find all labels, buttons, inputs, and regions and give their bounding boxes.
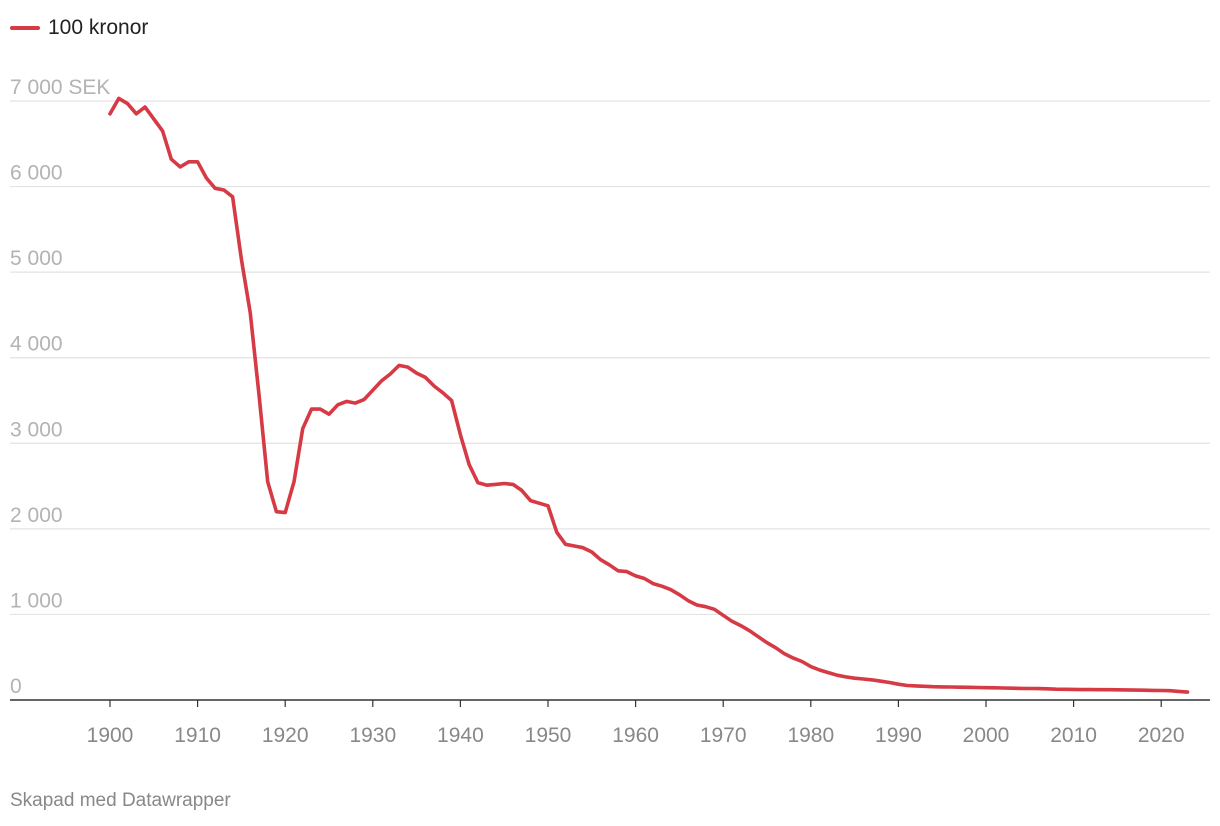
legend-label: 100 kronor: [48, 16, 149, 39]
series-line: [108, 96, 1190, 694]
y-tick-label: 6 000: [10, 162, 63, 185]
x-tick-label: 1990: [875, 724, 922, 747]
legend-swatch: [10, 26, 40, 30]
x-tick-label: 1970: [700, 724, 747, 747]
y-tick-label: 4 000: [10, 333, 63, 356]
x-tick-label: 2000: [963, 724, 1010, 747]
y-tick-label: 2 000: [10, 504, 63, 527]
x-tick-label: 1940: [437, 724, 484, 747]
y-tick-label: 0: [10, 675, 22, 698]
y-tick-label: 1 000: [10, 589, 63, 612]
grid-lines: [10, 100, 1210, 616]
y-axis-ticks: 0 1 000 2 000 3 000 4 000 5 000 6 000 7 000 SEK: [10, 76, 110, 698]
x-tick-label: 2020: [1138, 724, 1185, 747]
y-tick-label: 3 000: [10, 418, 63, 441]
line-chart: 0 1 000 2 000 3 000 4 000 5 000 6 000 7 000 SEK…: [10, 76, 1210, 747]
x-tick-label: 1950: [525, 724, 572, 747]
series-group: [108, 96, 1190, 694]
x-tick-label: 1980: [787, 724, 834, 747]
y-tick-label: 7 000 SEK: [10, 76, 110, 99]
x-tick-label: 1960: [612, 724, 659, 747]
legend: 100 kronor: [10, 16, 148, 40]
x-tick-label: 2010: [1050, 724, 1097, 747]
credit-footer: Skapad med Datawrapper: [10, 790, 231, 811]
x-tick-label: 1930: [349, 724, 396, 747]
x-tick-label: 1910: [174, 724, 221, 747]
y-tick-label: 5 000: [10, 247, 63, 270]
x-tick-label: 1900: [87, 724, 134, 747]
x-axis: 1900 1910 1920 1930 1940 1950 1960 1970 1980 1990…: [10, 699, 1210, 747]
x-tick-label: 1920: [262, 724, 309, 747]
